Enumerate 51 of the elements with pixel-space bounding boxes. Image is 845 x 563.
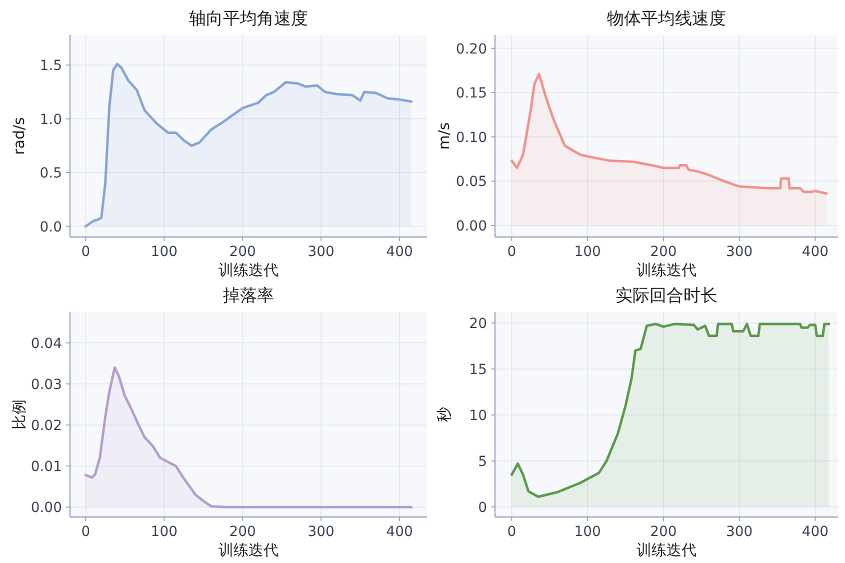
y-tick-label: 0.01 bbox=[30, 459, 62, 476]
x-tick-label: 100 bbox=[150, 244, 178, 260]
chart-title: 实际回合时长 bbox=[616, 286, 718, 306]
x-axis-title: 训练迭代 bbox=[636, 541, 696, 559]
y-tick-label: 20 bbox=[469, 316, 487, 332]
y-tick-label: 0 bbox=[478, 500, 487, 516]
y-tick-label: 0.0 bbox=[40, 219, 62, 236]
x-tick-label: 400 bbox=[802, 244, 829, 260]
y-tick-label: 0.10 bbox=[456, 130, 487, 146]
y-tick-label: 10 bbox=[469, 408, 487, 424]
chart-title: 掉落率 bbox=[223, 286, 274, 306]
y-tick-label: 0.5 bbox=[40, 166, 62, 182]
x-axis-title: 训练迭代 bbox=[636, 261, 696, 279]
chart-title: 物体平均线速度 bbox=[607, 9, 726, 29]
x-tick-label: 300 bbox=[726, 524, 753, 540]
x-tick-label: 100 bbox=[574, 244, 601, 260]
x-axis-title: 训练迭代 bbox=[218, 261, 278, 279]
x-tick-label: 0 bbox=[81, 524, 90, 540]
y-tick-label: 0.02 bbox=[30, 418, 62, 434]
y-tick-label: 1.5 bbox=[40, 58, 62, 74]
y-tick-label: 0.04 bbox=[30, 336, 62, 352]
y-tick-label: 5 bbox=[478, 454, 487, 470]
x-tick-label: 0 bbox=[507, 524, 516, 540]
y-tick-label: 0.20 bbox=[456, 41, 487, 58]
x-tick-label: 400 bbox=[802, 524, 829, 540]
x-tick-label: 200 bbox=[229, 524, 256, 540]
y-axis-title: rad/s bbox=[10, 116, 28, 155]
y-tick-label: 1.0 bbox=[40, 112, 62, 128]
x-tick-label: 400 bbox=[386, 244, 413, 260]
x-tick-label: 200 bbox=[650, 524, 677, 540]
x-tick-label: 400 bbox=[386, 524, 413, 540]
y-axis-title: 比例 bbox=[10, 400, 28, 430]
y-tick-label: 0.00 bbox=[456, 218, 487, 234]
x-tick-label: 300 bbox=[726, 244, 753, 260]
y-tick-label: 0.05 bbox=[456, 174, 487, 190]
y-tick-label: 0.03 bbox=[30, 376, 62, 393]
y-axis-title: m/s bbox=[435, 122, 453, 150]
x-tick-label: 0 bbox=[81, 244, 90, 260]
y-tick-label: 0.15 bbox=[456, 86, 487, 102]
y-tick-label: 15 bbox=[469, 362, 487, 378]
x-axis-title: 训练迭代 bbox=[218, 541, 278, 559]
chart-title: 轴向平均角速度 bbox=[189, 9, 308, 29]
x-tick-label: 200 bbox=[650, 244, 677, 260]
x-tick-label: 200 bbox=[229, 244, 256, 260]
x-tick-label: 0 bbox=[507, 244, 516, 260]
y-tick-label: 0.00 bbox=[30, 500, 62, 516]
x-tick-label: 100 bbox=[150, 524, 178, 540]
x-tick-label: 300 bbox=[308, 524, 334, 540]
y-axis-title: 秒 bbox=[435, 407, 453, 422]
x-tick-label: 100 bbox=[574, 524, 601, 540]
x-tick-label: 300 bbox=[308, 244, 334, 260]
